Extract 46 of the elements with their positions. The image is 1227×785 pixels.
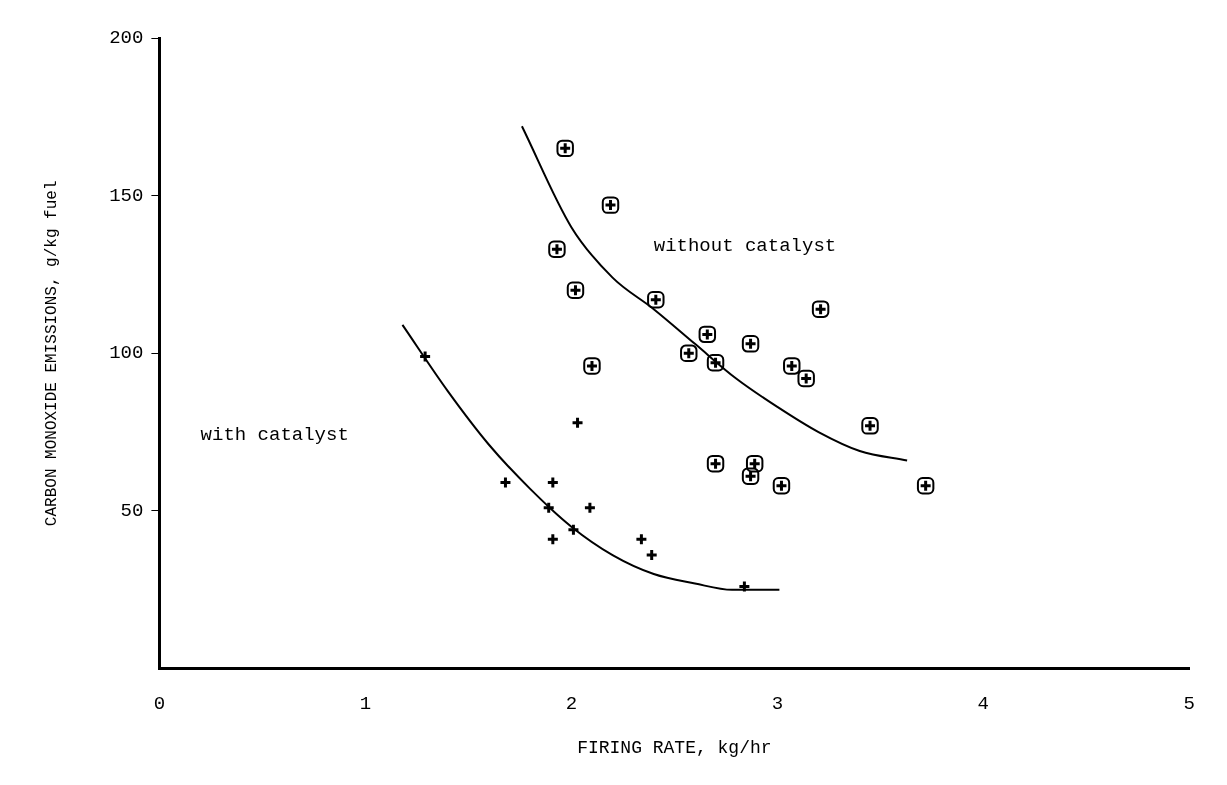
point	[680, 344, 698, 363]
annotation: without catalyst	[653, 235, 837, 258]
y-tick-label: 150	[109, 184, 144, 207]
y-axis-title: CARBON MONOXIDE EMISSIONS, g/kg fuel	[42, 180, 61, 527]
point	[548, 240, 566, 258]
point	[546, 532, 560, 546]
point	[601, 196, 620, 214]
point	[783, 357, 801, 375]
x-tick-label: 0	[153, 693, 166, 716]
point	[741, 335, 760, 353]
point	[571, 416, 585, 430]
point	[556, 139, 574, 158]
point	[737, 580, 751, 594]
point	[498, 476, 512, 490]
y-tick-label: 50	[120, 499, 144, 522]
point	[745, 454, 764, 473]
point	[583, 501, 597, 515]
point	[916, 477, 935, 495]
x-tick-label: 3	[771, 693, 784, 716]
x-tick-label: 1	[359, 693, 372, 716]
line-series	[401, 323, 781, 591]
point	[706, 454, 725, 473]
point	[542, 501, 556, 515]
x-tick-label: 2	[565, 693, 578, 716]
point	[797, 369, 815, 388]
point	[741, 467, 760, 485]
y-tick-label: 100	[109, 342, 144, 365]
point	[566, 281, 585, 299]
point	[583, 357, 601, 375]
y-tick-label: 200	[109, 27, 144, 50]
point	[645, 548, 659, 562]
point	[566, 523, 580, 537]
x-tick-label: 5	[1183, 693, 1195, 716]
x-axis-title: FIRING RATE, kg/hr	[577, 737, 772, 758]
line-series	[520, 125, 909, 462]
point	[706, 354, 725, 372]
point	[418, 349, 432, 363]
annotation: with catalyst	[200, 424, 349, 447]
point	[772, 477, 791, 495]
x-tick-label: 4	[977, 693, 990, 716]
point	[634, 532, 648, 546]
point	[647, 290, 665, 309]
point	[861, 417, 879, 435]
point	[811, 300, 830, 318]
point	[546, 476, 560, 490]
point	[698, 325, 717, 344]
